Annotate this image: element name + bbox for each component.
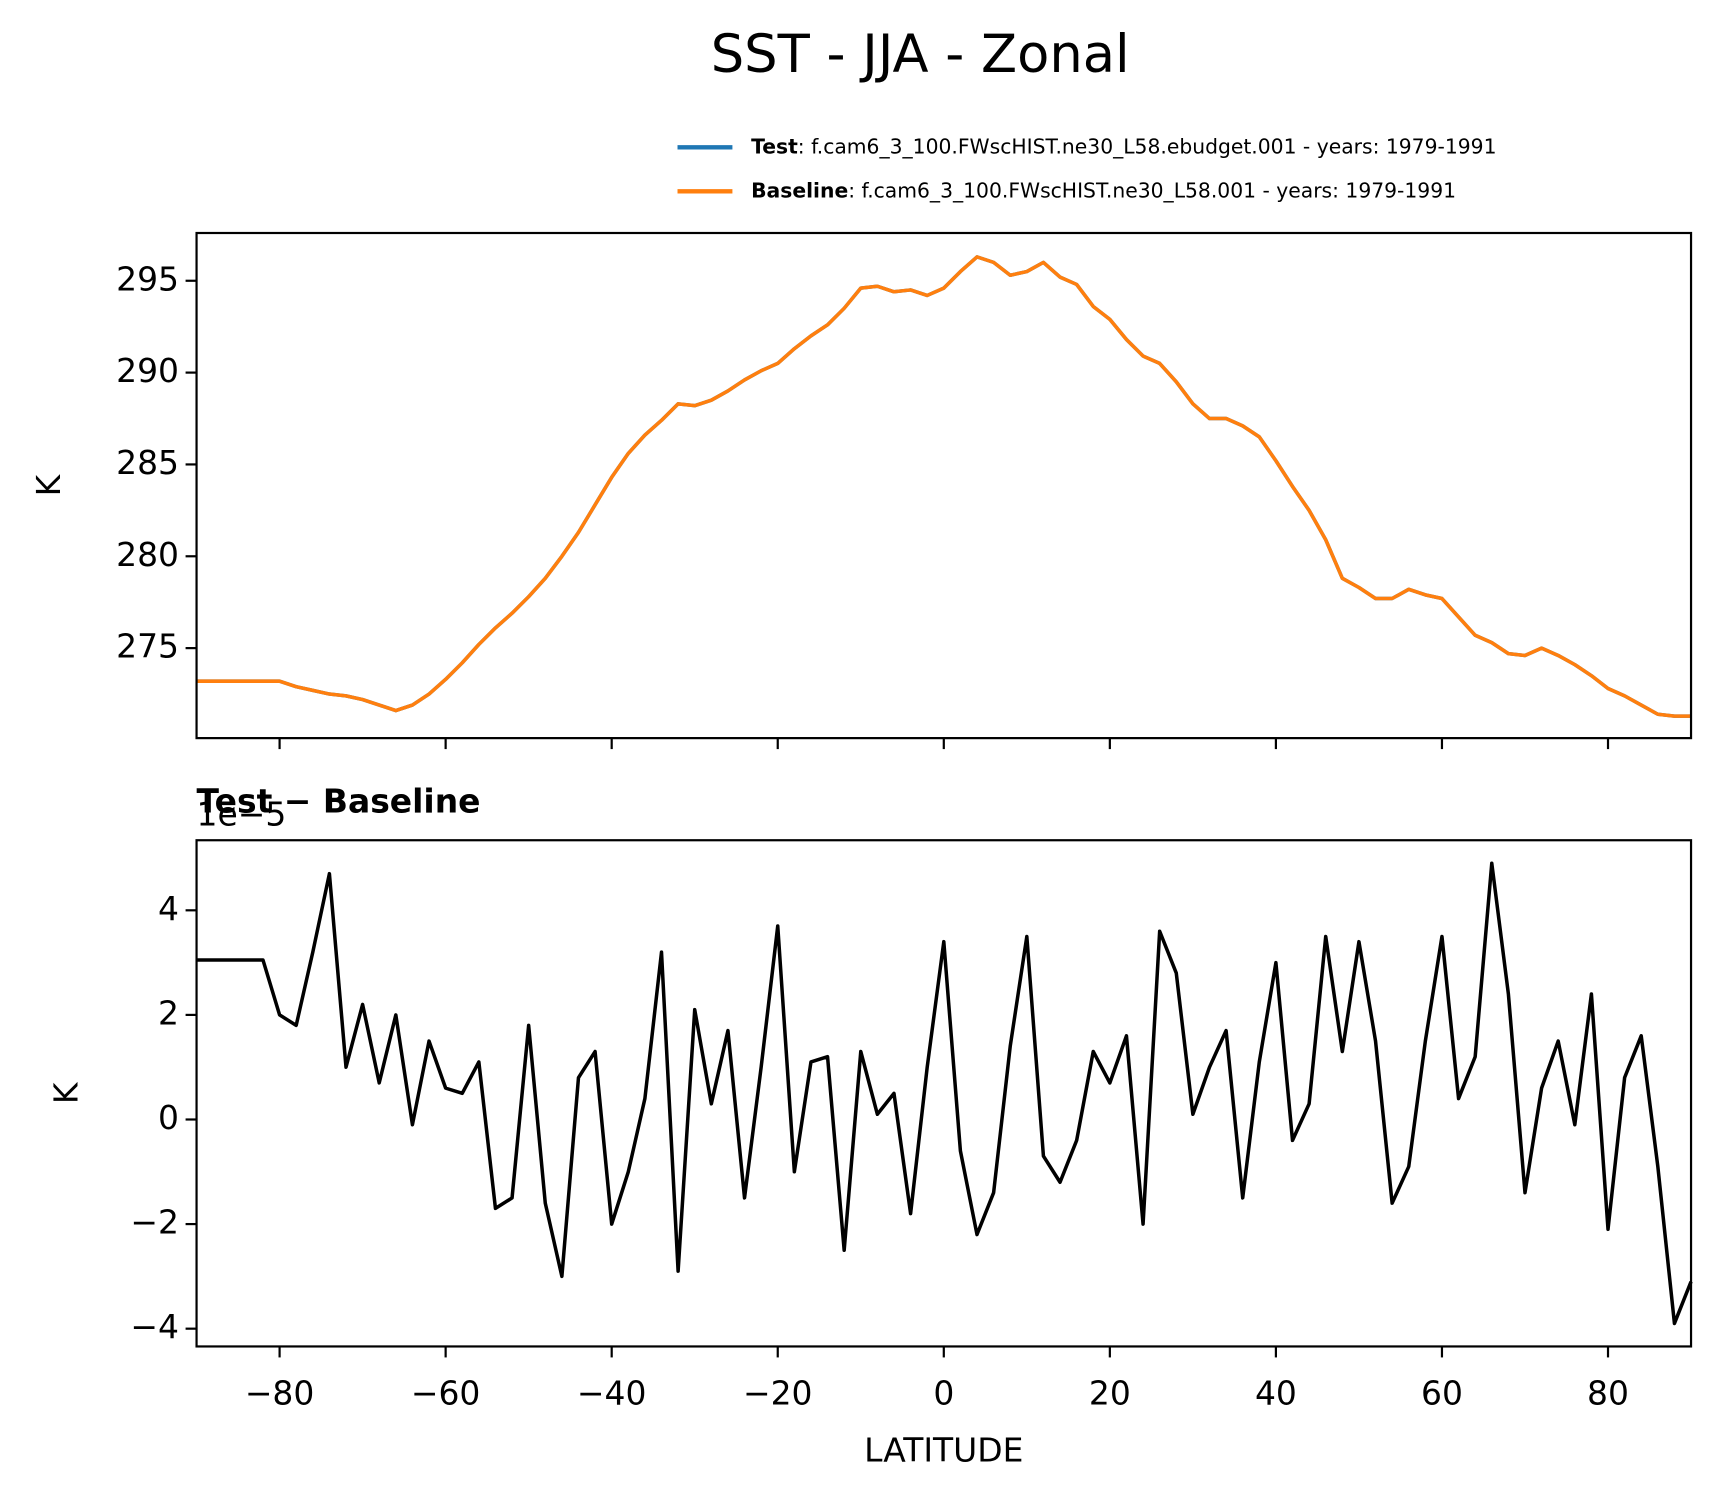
axes-frame <box>195 839 1693 1348</box>
x-tick-label: −60 <box>411 1373 481 1412</box>
x-tick-label: 20 <box>1089 1373 1131 1412</box>
y-tick-label: 275 <box>116 627 179 666</box>
x-tick-label: 60 <box>1421 1373 1463 1412</box>
y-tick-label: 280 <box>116 535 179 574</box>
y-tick-label: −2 <box>130 1203 179 1242</box>
legend-entry: Test: f.cam6_3_100.FWscHIST.ne30_L58.ebu… <box>751 134 1496 159</box>
x-tick-label: −20 <box>743 1373 813 1412</box>
y-tick-label: 295 <box>116 259 179 298</box>
axes-frame <box>195 231 1693 740</box>
y-axis-label: K <box>29 473 68 496</box>
y-tick-label: 285 <box>116 443 179 482</box>
y-tick-label: 4 <box>158 889 179 928</box>
x-tick-label: −80 <box>245 1373 315 1412</box>
legend-description: : f.cam6_3_100.FWscHIST.ne30_L58.ebudget… <box>798 134 1497 159</box>
y-tick-label: 2 <box>158 993 179 1032</box>
legend-name: Test <box>751 134 798 158</box>
data-line <box>196 255 1692 718</box>
subplot-title: Test − Baseline <box>197 781 481 820</box>
offset-label: 1e−5 <box>197 795 287 834</box>
x-tick-label: −40 <box>577 1373 647 1412</box>
figure-title: SST - JJA - Zonal <box>711 24 1130 85</box>
x-axis-label: LATITUDE <box>864 1430 1023 1469</box>
y-tick-label: 290 <box>116 351 179 390</box>
x-tick-label: 40 <box>1255 1373 1297 1412</box>
y-tick-label: −4 <box>130 1307 179 1346</box>
legend-entry: Baseline: f.cam6_3_100.FWscHIST.ne30_L58… <box>751 178 1456 203</box>
data-line <box>196 255 1692 718</box>
y-axis-label: K <box>47 1081 86 1104</box>
x-tick-label: 80 <box>1587 1373 1629 1412</box>
legend-description: : f.cam6_3_100.FWscHIST.ne30_L58.001 - y… <box>848 178 1456 203</box>
x-tick-label: 0 <box>933 1373 954 1412</box>
y-tick-label: 0 <box>158 1098 179 1137</box>
data-line <box>196 861 1693 1326</box>
legend-name: Baseline <box>751 178 848 202</box>
